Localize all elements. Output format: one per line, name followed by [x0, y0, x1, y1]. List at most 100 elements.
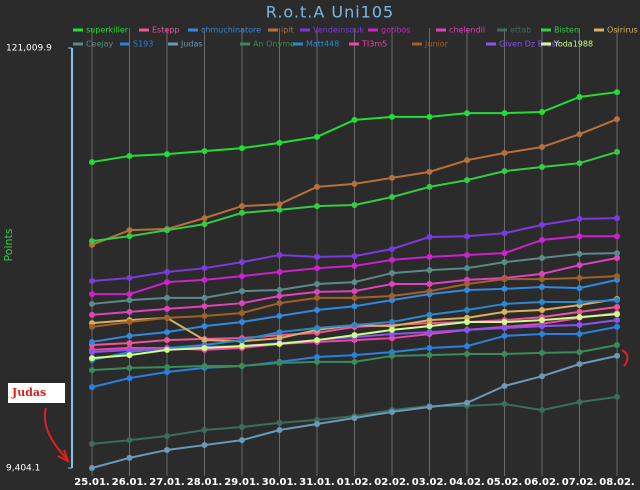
- legend-label: Bisten: [554, 26, 579, 35]
- data-point: [501, 332, 508, 339]
- data-point: [576, 349, 583, 356]
- data-point: [89, 238, 95, 245]
- data-point: [164, 346, 170, 353]
- data-point: [351, 332, 358, 339]
- data-point: [464, 319, 470, 326]
- data-point: [89, 311, 95, 318]
- data-point: [464, 350, 470, 357]
- data-point: [576, 308, 583, 315]
- data-point: [164, 279, 170, 286]
- data-point: [501, 300, 508, 307]
- x-tick-label: 30.01.: [262, 477, 297, 488]
- data-point: [539, 221, 545, 228]
- data-point: [89, 355, 95, 362]
- data-point: [351, 201, 358, 208]
- legend-label: ipit: [281, 26, 294, 35]
- data-point: [276, 329, 283, 336]
- data-point: [276, 268, 283, 275]
- legend-label: gotibos: [381, 26, 410, 35]
- data-point: [539, 317, 545, 324]
- x-tick-label: 29.01.: [224, 477, 259, 488]
- data-point: [201, 148, 208, 155]
- legend-label: Yoda1988: [553, 40, 593, 49]
- data-point: [426, 168, 433, 175]
- data-point: [389, 245, 395, 252]
- data-point: [426, 183, 433, 190]
- data-point: [576, 215, 583, 222]
- legend-label: Junior: [424, 40, 449, 49]
- data-point: [576, 250, 583, 257]
- data-point: [126, 340, 133, 347]
- legend-label: Osirirus: [607, 26, 638, 35]
- data-point: [126, 308, 133, 315]
- data-point: [89, 300, 95, 307]
- data-point: [501, 230, 508, 237]
- data-point: [164, 364, 170, 371]
- legend-label: S193: [133, 40, 153, 49]
- data-point: [126, 364, 133, 371]
- data-point: [126, 297, 133, 304]
- data-point: [276, 335, 283, 342]
- data-point: [464, 280, 470, 287]
- data-point: [576, 299, 583, 306]
- data-point: [426, 404, 433, 411]
- data-point: [614, 311, 620, 318]
- data-point: [126, 352, 133, 359]
- x-tick-label: 26.01.: [112, 477, 147, 488]
- data-point: [239, 309, 245, 316]
- data-point: [576, 274, 583, 281]
- data-point: [276, 312, 283, 319]
- data-point: [351, 358, 358, 365]
- data-point: [389, 335, 395, 342]
- data-point: [539, 349, 545, 356]
- data-point: [464, 287, 470, 294]
- x-tick-label: 25.01.: [74, 477, 109, 488]
- x-tick-label: 05.02.: [487, 477, 522, 488]
- data-point: [126, 227, 133, 234]
- data-point: [201, 215, 208, 222]
- data-point: [351, 303, 358, 310]
- data-point: [501, 150, 508, 157]
- data-point: [314, 325, 320, 332]
- annotation-arrow: [44, 407, 67, 459]
- data-point: [389, 408, 395, 415]
- data-point: [314, 294, 320, 301]
- data-point: [164, 227, 170, 234]
- plot-area: [89, 28, 620, 476]
- data-point: [389, 280, 395, 287]
- data-point: [389, 319, 395, 326]
- data-point: [539, 323, 545, 330]
- data-point: [464, 399, 470, 406]
- data-point: [501, 110, 508, 117]
- data-point: [539, 306, 545, 313]
- data-point: [614, 341, 620, 348]
- data-point: [614, 233, 620, 240]
- data-point: [89, 323, 95, 330]
- data-point: [276, 419, 283, 426]
- data-point: [576, 233, 583, 240]
- data-point: [126, 233, 133, 240]
- data-point: [389, 256, 395, 263]
- data-point: [614, 297, 620, 304]
- data-point: [426, 323, 433, 330]
- data-point: [164, 268, 170, 275]
- annotation-arrow: [57, 449, 70, 464]
- data-point: [164, 329, 170, 336]
- data-point: [164, 446, 170, 453]
- data-point: [539, 276, 545, 283]
- data-point: [351, 352, 358, 359]
- data-point: [576, 361, 583, 368]
- data-point: [614, 116, 620, 123]
- legend-label: Ceejay: [86, 40, 114, 49]
- x-tick-label: 08.02.: [599, 477, 634, 488]
- data-point: [501, 319, 508, 326]
- legend-label: Vendeinsouk: [313, 26, 364, 35]
- data-point: [314, 416, 320, 423]
- data-point: [501, 250, 508, 257]
- data-point: [164, 305, 170, 312]
- data-point: [164, 369, 170, 376]
- data-point: [239, 363, 245, 370]
- data-point: [426, 317, 433, 324]
- data-point: [276, 252, 283, 259]
- data-point: [201, 442, 208, 449]
